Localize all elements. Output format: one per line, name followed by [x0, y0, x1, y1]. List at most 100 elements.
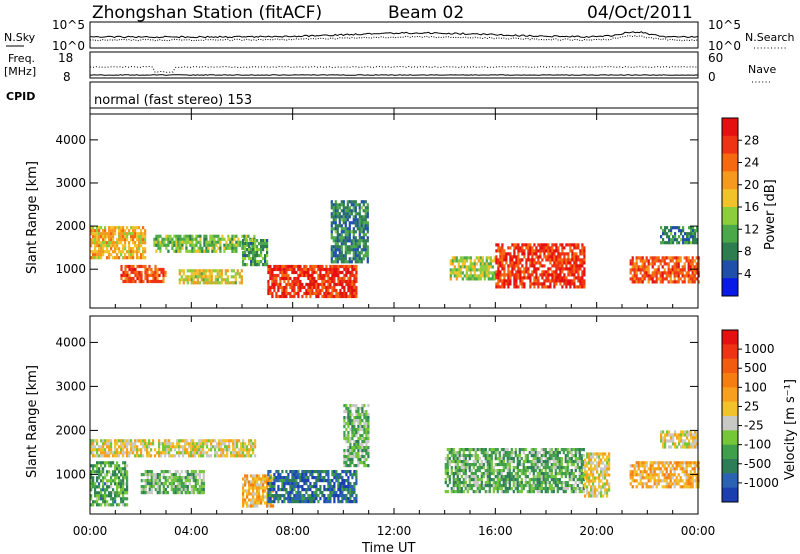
echo-cell	[503, 258, 506, 262]
echo-cell	[313, 270, 316, 275]
echo-cell	[106, 488, 109, 492]
echo-cell	[264, 239, 267, 243]
echo-cell	[356, 227, 359, 231]
echo-cell	[475, 268, 478, 272]
echo-cell	[281, 276, 284, 281]
echo-cell	[635, 470, 638, 474]
echo-cell	[670, 226, 673, 230]
power-echoes	[90, 200, 700, 299]
echo-cell	[128, 229, 131, 233]
echo-cell	[541, 249, 544, 253]
echo-cell	[144, 264, 147, 269]
power-echo-region	[178, 269, 243, 285]
echo-cell	[241, 246, 244, 250]
echo-cell	[164, 470, 167, 474]
echo-cell	[332, 221, 335, 225]
echo-cell	[486, 451, 489, 455]
echo-cell	[92, 500, 95, 504]
echo-cell	[110, 235, 113, 239]
echo-cell	[142, 473, 145, 477]
echo-cell	[543, 279, 546, 283]
echo-cell	[277, 294, 280, 299]
echo-cell	[354, 257, 357, 261]
echo-cell	[584, 467, 587, 471]
echo-cell	[344, 251, 347, 255]
echo-cell	[527, 243, 530, 247]
echo-cell	[285, 497, 288, 501]
echo-cell	[104, 241, 107, 245]
echo-cell	[104, 451, 107, 455]
echo-cell	[140, 235, 143, 239]
echo-cell	[520, 490, 523, 494]
echo-cell	[552, 466, 555, 470]
echo-cell	[525, 270, 528, 274]
echo-cell	[136, 264, 139, 269]
echo-cell	[287, 491, 290, 495]
echo-cell	[468, 469, 471, 473]
echo-cell	[537, 267, 540, 271]
echo-cell	[551, 246, 554, 250]
echo-cell	[254, 501, 257, 505]
echo-cell	[254, 242, 257, 246]
echo-cell	[227, 237, 230, 241]
echo-cell	[470, 475, 473, 479]
echo-cell	[546, 460, 549, 464]
echo-cell	[323, 294, 326, 299]
echo-cell	[116, 241, 119, 245]
echo-cell	[684, 241, 687, 245]
echo-cell	[262, 239, 265, 243]
echo-cell	[275, 294, 278, 299]
echo-cell	[343, 422, 346, 426]
echo-cell	[303, 473, 306, 477]
echo-cell	[182, 488, 185, 492]
echo-cell	[136, 226, 139, 230]
echo-cell	[512, 475, 515, 479]
echo-cell	[347, 455, 350, 459]
echo-cell	[501, 261, 504, 265]
echo-cell	[568, 478, 571, 482]
echo-cell	[250, 260, 253, 264]
echo-cell	[253, 246, 256, 250]
echo-cell	[479, 265, 482, 269]
echo-cell	[480, 448, 483, 452]
echo-cell	[688, 241, 691, 245]
echo-cell	[523, 285, 526, 289]
echo-cell	[572, 490, 575, 494]
echo-cell	[558, 466, 561, 470]
echo-cell	[192, 454, 195, 458]
echo-cell	[94, 247, 97, 251]
echo-cell	[130, 264, 133, 269]
echo-cell	[136, 256, 139, 260]
echo-cell	[327, 282, 330, 287]
echo-cell	[309, 288, 312, 293]
echo-cell	[102, 442, 105, 446]
echo-cell	[531, 282, 534, 286]
echo-cell	[350, 260, 353, 264]
echo-cell	[344, 218, 347, 222]
echo-cell	[333, 473, 336, 477]
echo-cell	[258, 483, 261, 487]
echo-cell	[118, 247, 121, 251]
echo-cell	[138, 256, 141, 260]
echo-cell	[203, 243, 206, 247]
echo-cell	[108, 442, 111, 446]
echo-cell	[96, 439, 99, 443]
echo-cell	[565, 264, 568, 268]
echo-cell	[202, 485, 205, 489]
echo-cell	[214, 451, 217, 455]
echo-cell	[315, 291, 318, 296]
echo-cell	[309, 470, 312, 474]
echo-cell	[92, 439, 95, 443]
echo-cell	[567, 261, 570, 265]
echo-cell	[333, 485, 336, 489]
echo-cell	[313, 500, 316, 504]
echo-cell	[446, 460, 449, 464]
echo-cell	[362, 209, 365, 213]
echo-cell	[475, 274, 478, 278]
echo-cell	[329, 482, 332, 486]
echo-cell	[238, 448, 241, 452]
echo-cell	[581, 246, 584, 250]
echo-cell	[533, 249, 536, 253]
echo-cell	[92, 250, 95, 254]
echo-cell	[488, 481, 491, 485]
